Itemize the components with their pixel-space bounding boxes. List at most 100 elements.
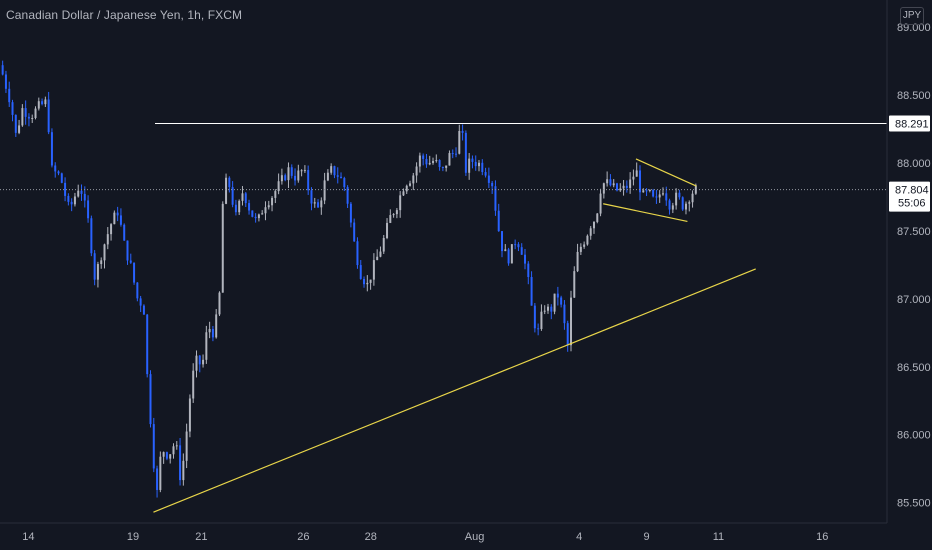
candle xyxy=(126,240,129,265)
candle xyxy=(478,159,481,172)
time-tick-label: 21 xyxy=(195,531,207,543)
candle xyxy=(537,323,540,336)
rising-support-trendline xyxy=(153,268,756,513)
candle xyxy=(21,104,24,127)
candle xyxy=(47,91,50,135)
price-tick-label: 86.000 xyxy=(897,430,931,442)
candle xyxy=(494,180,497,216)
candle xyxy=(661,187,664,196)
candle xyxy=(31,114,34,123)
candle xyxy=(615,182,618,192)
candle xyxy=(211,325,214,342)
candle xyxy=(221,201,224,293)
candle xyxy=(195,350,198,378)
candle xyxy=(165,451,168,461)
candle xyxy=(638,165,641,201)
annotations-layer xyxy=(0,122,887,513)
candle xyxy=(156,465,159,498)
candle xyxy=(635,162,638,177)
candle xyxy=(547,303,550,314)
candle xyxy=(228,176,231,193)
candle xyxy=(579,243,582,256)
time-tick-label: 16 xyxy=(816,531,828,543)
candle xyxy=(113,210,116,225)
price-tick-label: 88.000 xyxy=(897,158,931,170)
candle xyxy=(356,237,359,269)
candle xyxy=(438,159,441,171)
candle xyxy=(451,149,454,159)
candle xyxy=(149,370,152,428)
candle xyxy=(445,165,448,172)
candle xyxy=(188,394,191,438)
candle xyxy=(34,106,37,120)
candle xyxy=(169,454,172,464)
candle xyxy=(517,242,520,252)
candle xyxy=(100,257,103,269)
candle xyxy=(297,164,300,183)
candle xyxy=(208,321,211,339)
candle xyxy=(418,152,421,173)
candle xyxy=(110,223,113,241)
candle xyxy=(343,176,346,192)
candle xyxy=(251,210,254,218)
candle xyxy=(576,243,579,273)
candle xyxy=(8,81,11,107)
candle xyxy=(4,70,7,93)
candle xyxy=(471,155,474,169)
price-tick-label: 86.500 xyxy=(897,362,931,374)
candle xyxy=(524,248,527,270)
candle xyxy=(464,130,467,176)
candle xyxy=(310,187,313,211)
candle xyxy=(192,363,195,403)
candle xyxy=(583,241,586,249)
candle xyxy=(504,244,507,252)
candle xyxy=(257,213,260,222)
candle xyxy=(119,208,122,227)
candle xyxy=(560,295,563,308)
candle xyxy=(629,172,632,194)
candle xyxy=(684,201,687,215)
candle xyxy=(317,199,320,209)
candle xyxy=(487,167,490,188)
candle xyxy=(619,183,622,192)
candle xyxy=(392,213,395,218)
candle xyxy=(185,423,188,469)
candle xyxy=(267,200,270,210)
time-tick-label: 28 xyxy=(365,531,377,543)
candle xyxy=(389,209,392,224)
candle xyxy=(330,163,333,175)
candle xyxy=(474,155,477,171)
candle xyxy=(606,171,609,187)
candle xyxy=(18,119,21,135)
price-tick-label: 88.500 xyxy=(897,90,931,102)
candle xyxy=(671,202,674,214)
candle xyxy=(432,157,435,165)
candle xyxy=(425,153,428,168)
price-tick-label: 87.000 xyxy=(897,294,931,306)
candle xyxy=(238,199,241,216)
currency-badge[interactable]: JPY xyxy=(900,7,924,25)
candle xyxy=(540,304,543,331)
candle xyxy=(379,246,382,258)
time-axis: 14 19 21 26 28 Aug 4 9 11 16 xyxy=(22,531,828,543)
candle xyxy=(77,184,80,198)
candle xyxy=(510,244,513,264)
candle xyxy=(11,99,14,122)
candles-layer xyxy=(1,60,697,498)
candle xyxy=(129,253,132,264)
candle xyxy=(402,188,405,197)
svg-text:55:06: 55:06 xyxy=(898,198,926,210)
candle xyxy=(363,276,366,288)
candle xyxy=(399,191,402,218)
candle xyxy=(507,247,510,266)
candle xyxy=(277,173,280,195)
price-tick-label: 85.500 xyxy=(897,498,931,510)
candle xyxy=(139,295,142,313)
candle xyxy=(491,180,494,194)
time-tick-label: 9 xyxy=(644,531,650,543)
candle xyxy=(93,250,96,286)
candle xyxy=(589,226,592,240)
chart-title: Canadian Dollar / Japanese Yen, 1h, FXCM xyxy=(6,8,243,22)
